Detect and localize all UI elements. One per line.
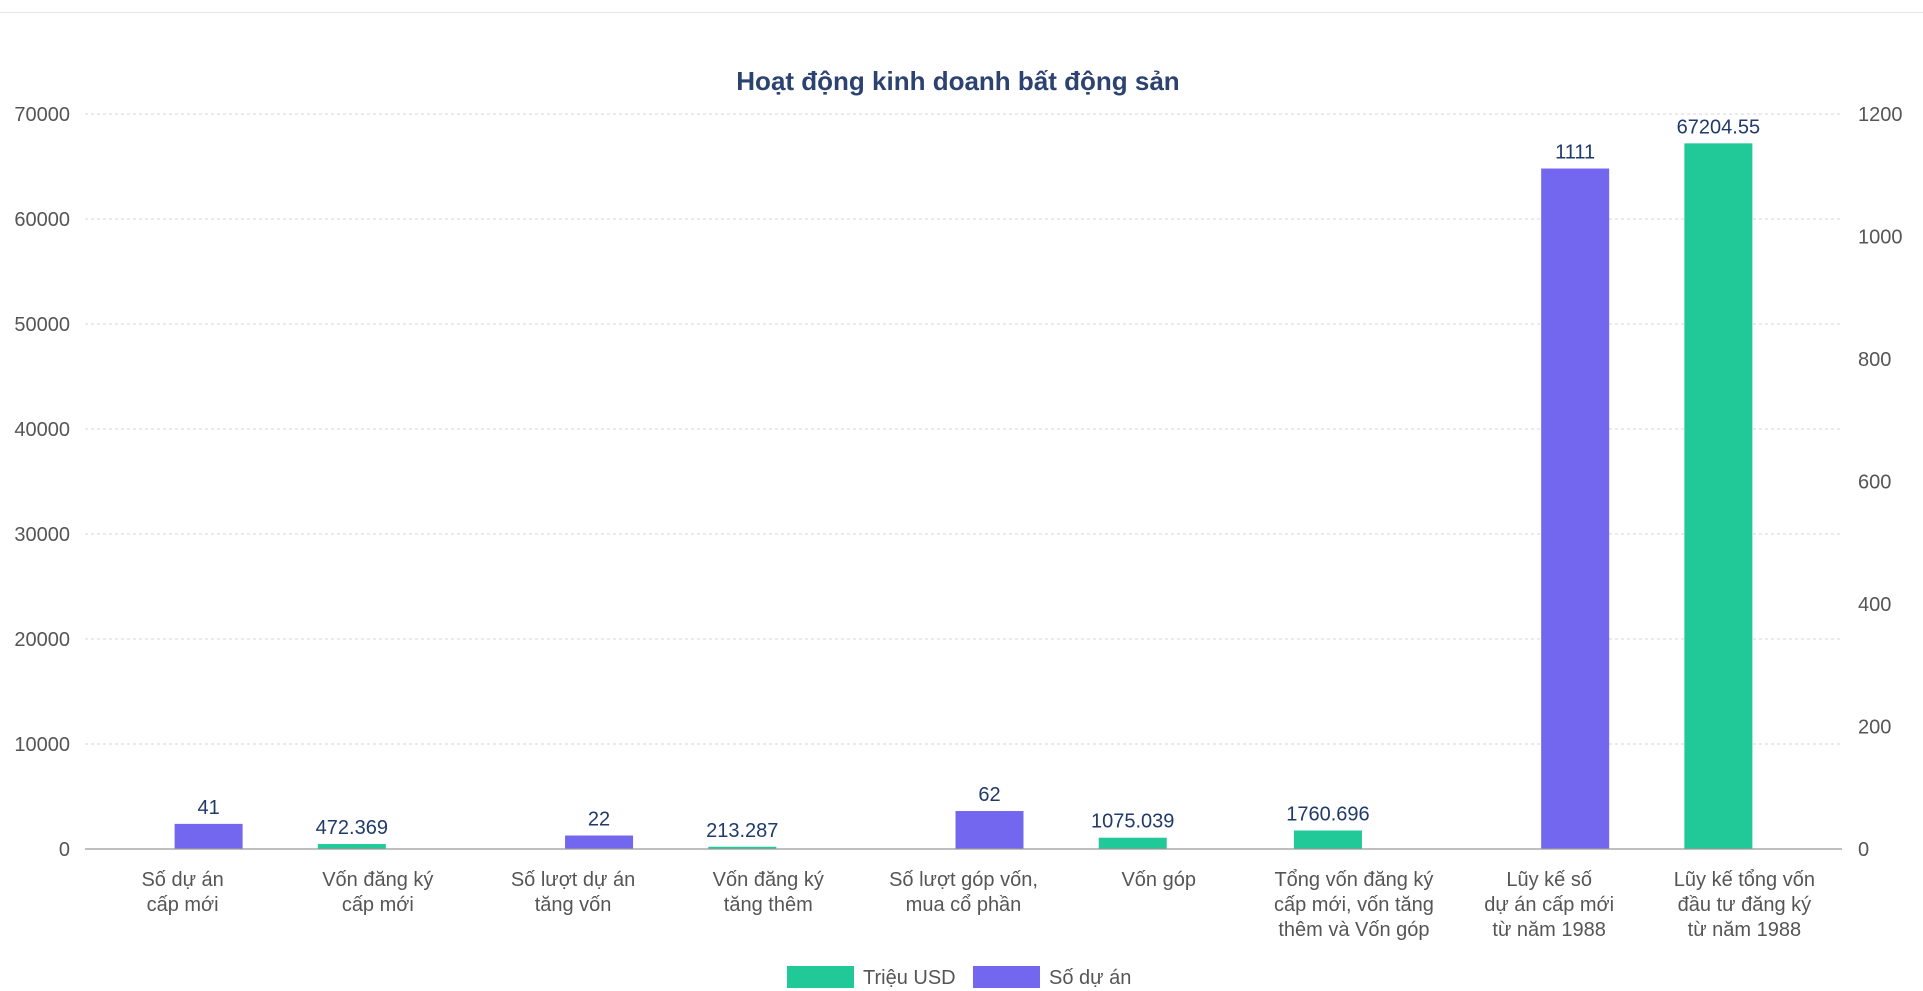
- data-label: 472.369: [316, 817, 388, 839]
- category-label-line: cấp mới: [342, 894, 414, 916]
- x-axis-category-label: Lũy kế số dự án cấp mới từ năm 1988: [1484, 869, 1614, 941]
- category-label-line: Tổng vốn đăng ký: [1274, 869, 1433, 891]
- data-labels: 41 472.369 22 213.287 62 1075.039 1760.696 1111…: [197, 116, 1760, 841]
- left-y-tick-label: 30000: [14, 524, 70, 546]
- top-divider: [0, 0, 1923, 13]
- x-axis-category-labels: Số dự án cấp mới Vốn đăng ký cấp mới Số lượt…: [141, 869, 1815, 941]
- category-label-line: tăng vốn: [535, 894, 612, 916]
- bar-so-du-an: [955, 811, 1024, 849]
- category-label-line: thêm và Vốn góp: [1278, 919, 1429, 941]
- data-label: 1760.696: [1286, 804, 1369, 826]
- data-label: 1111: [1555, 142, 1595, 164]
- x-axis-category-label: Vốn góp: [1121, 869, 1196, 891]
- bar-trieu-usd: [1293, 830, 1362, 849]
- category-label-line: cấp mới, vốn tăng: [1274, 894, 1434, 916]
- right-y-tick-label: 800: [1858, 349, 1891, 371]
- left-y-axis: 0 10000 20000 30000 40000 50000 60000 70000: [14, 104, 70, 861]
- category-label-line: từ năm 1988: [1492, 919, 1605, 941]
- left-y-tick-label: 50000: [14, 314, 70, 336]
- data-label: 67204.55: [1677, 116, 1760, 138]
- x-axis-category-label: Lũy kế tổng vốn đầu tư đăng ký từ năm 1988: [1674, 869, 1815, 941]
- right-y-tick-label: 400: [1858, 594, 1891, 616]
- category-label-line: Lũy kế tổng vốn: [1674, 869, 1815, 891]
- x-axis-category-label: Số dự án cấp mới: [141, 869, 223, 916]
- category-label-line: đầu tư đăng ký: [1678, 894, 1811, 916]
- right-y-tick-label: 600: [1858, 472, 1891, 494]
- bar-trieu-usd: [1684, 143, 1753, 849]
- category-label-line: Số dự án: [141, 869, 223, 891]
- legend-label: Số dự án: [1049, 967, 1131, 989]
- category-label-line: từ năm 1988: [1688, 919, 1801, 941]
- chart-title: Hoạt động kinh doanh bất động sản: [736, 66, 1179, 96]
- bar-so-du-an: [174, 823, 243, 849]
- legend: Triệu USD Số dự án: [787, 966, 1131, 989]
- x-axis-category-label: Vốn đăng ký cấp mới: [322, 869, 433, 916]
- category-label-line: Lũy kế số: [1506, 869, 1592, 891]
- left-y-tick-label: 40000: [14, 419, 70, 441]
- right-y-tick-label: 1000: [1858, 227, 1903, 249]
- left-y-tick-label: 0: [59, 839, 70, 861]
- category-label-line: mua cổ phần: [906, 894, 1022, 916]
- bar-trieu-usd: [708, 846, 777, 849]
- category-label-line: Số lượt góp vốn,: [889, 869, 1038, 891]
- category-label-line: Vốn góp: [1121, 869, 1196, 891]
- category-label-line: dự án cấp mới: [1484, 894, 1614, 916]
- legend-label: Triệu USD: [863, 967, 956, 989]
- category-label-line: Số lượt dự án: [511, 869, 635, 891]
- bar-so-du-an: [565, 835, 634, 849]
- left-y-tick-label: 10000: [14, 734, 70, 756]
- left-y-tick-label: 60000: [14, 209, 70, 231]
- legend-swatch: [787, 966, 854, 988]
- data-label: 41: [197, 797, 219, 819]
- x-axis-category-label: Vốn đăng ký tăng thêm: [713, 869, 824, 916]
- right-y-tick-label: 200: [1858, 717, 1891, 739]
- right-y-axis: 0 200 400 600 800 1000 1200: [1858, 104, 1903, 861]
- category-label-line: Vốn đăng ký: [713, 869, 824, 891]
- data-label: 22: [588, 809, 610, 831]
- bar-trieu-usd: [1098, 837, 1167, 849]
- right-y-tick-label: 0: [1858, 839, 1869, 861]
- left-y-tick-label: 20000: [14, 629, 70, 651]
- bar-trieu-usd: [317, 844, 386, 849]
- category-label-line: tăng thêm: [724, 894, 813, 916]
- bars: [174, 143, 1753, 849]
- category-label-line: cấp mới: [147, 894, 219, 916]
- legend-swatch: [973, 966, 1040, 988]
- data-label: 1075.039: [1091, 811, 1174, 833]
- x-axis-category-label: Số lượt góp vốn, mua cổ phần: [889, 869, 1038, 916]
- category-label-line: Vốn đăng ký: [322, 869, 433, 891]
- right-y-tick-label: 1200: [1858, 104, 1903, 126]
- bar-so-du-an: [1541, 168, 1610, 849]
- x-axis-category-label: Tổng vốn đăng ký cấp mới, vốn tăng thêm và…: [1274, 869, 1434, 941]
- left-y-tick-label: 70000: [14, 104, 70, 126]
- data-label: 213.287: [706, 820, 778, 842]
- x-axis-category-label: Số lượt dự án tăng vốn: [511, 869, 635, 916]
- data-label: 62: [978, 784, 1000, 806]
